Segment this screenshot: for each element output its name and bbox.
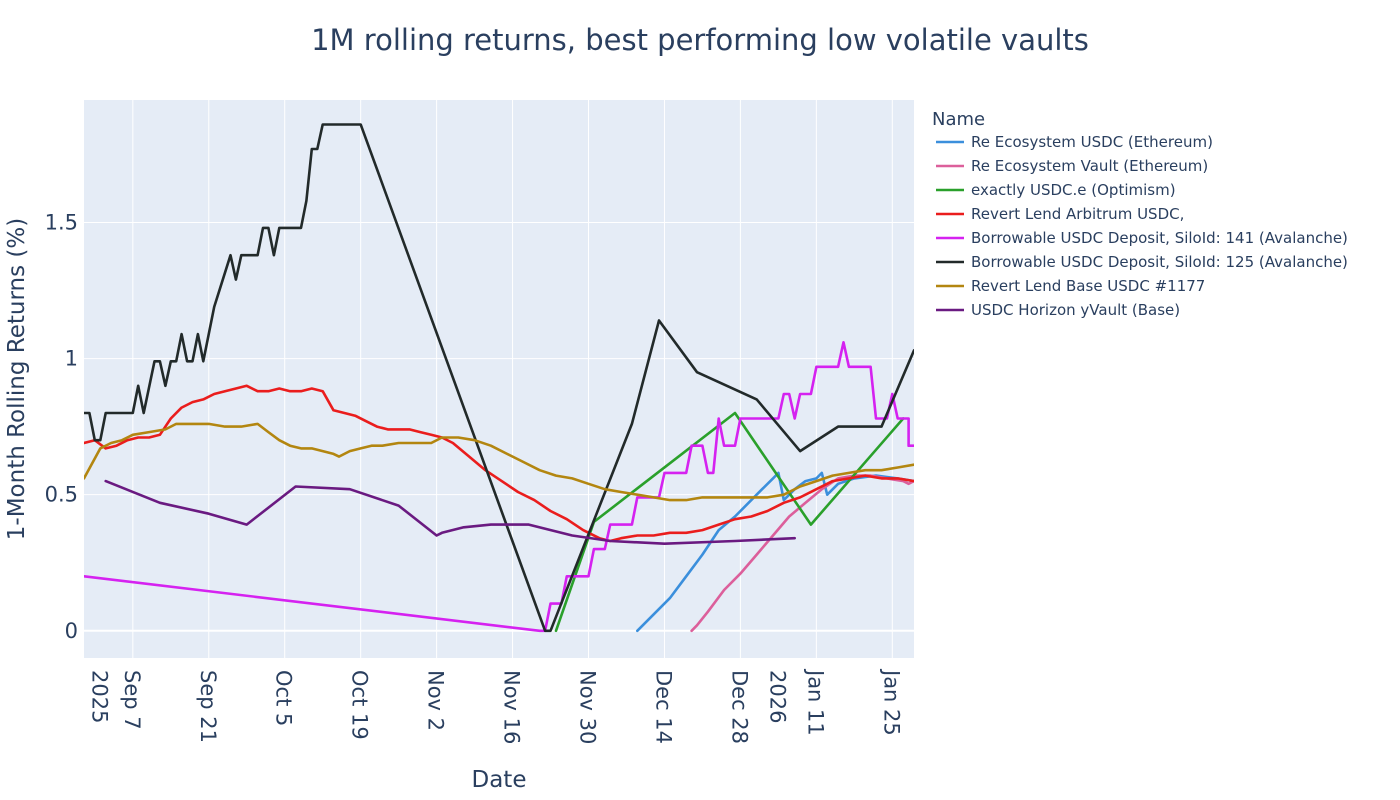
legend-label: Borrowable USDC Deposit, SiloId: 141 (Av…: [971, 229, 1348, 247]
x-axis-title: Date: [472, 767, 527, 793]
x-axis-ticks: 2025 Sep 7 Sep 21 Oct 5 Oct 19 Nov 2 Nov 16 Nov…: [87, 668, 903, 744]
y-axis-ticks: 0 0.5 1 1.5: [45, 210, 78, 642]
series-lines: [84, 123, 914, 633]
y-tick-label: 1.5: [45, 210, 78, 234]
legend-label: USDC Horizon yVault (Base): [971, 301, 1180, 319]
x-tick-label: Oct 19: [348, 670, 372, 740]
legend-title: Name: [932, 109, 985, 130]
legend: Name Re Ecosystem USDC (Ethereum) Re Ecos…: [932, 109, 1348, 319]
legend-item[interactable]: Revert Lend Arbitrum USDC,: [936, 205, 1184, 223]
legend-item[interactable]: Re Ecosystem Vault (Ethereum): [936, 157, 1208, 175]
series-line-5[interactable]: [84, 341, 914, 633]
x-tick-label: Dec 14: [651, 670, 675, 744]
x-tick-label: 2025: [87, 670, 111, 723]
y-tick-label: 1: [65, 347, 78, 371]
legend-label: exactly USDC.e (Optimism): [971, 181, 1176, 199]
x-tick-label: 2026: [765, 670, 789, 723]
legend-label: Re Ecosystem Vault (Ethereum): [971, 157, 1208, 175]
x-tick-label: Dec 28: [727, 670, 751, 744]
series-line-4[interactable]: [84, 384, 914, 543]
x-tick-label: Oct 5: [272, 670, 296, 726]
chart-title: 1M rolling returns, best performing low …: [311, 23, 1089, 57]
series-line-7[interactable]: [84, 422, 914, 502]
x-tick-label: Nov 2: [424, 670, 448, 731]
legend-item[interactable]: exactly USDC.e (Optimism): [936, 181, 1176, 199]
x-tick-label: Sep 7: [120, 670, 144, 730]
plot-area[interactable]: [84, 100, 914, 658]
grid: [84, 100, 914, 658]
legend-item[interactable]: Revert Lend Base USDC #1177: [936, 277, 1205, 295]
x-tick-label: Nov 30: [576, 670, 600, 744]
y-axis-title: 1-Month Rolling Returns (%): [4, 218, 30, 540]
series-line-8[interactable]: [104, 479, 797, 546]
series-line-3[interactable]: [554, 411, 905, 633]
legend-item[interactable]: Borrowable USDC Deposit, SiloId: 141 (Av…: [936, 229, 1348, 247]
legend-label: Re Ecosystem USDC (Ethereum): [971, 133, 1213, 151]
x-tick-label: Jan 25: [879, 668, 903, 736]
series-line-6[interactable]: [84, 123, 914, 633]
x-tick-label: Nov 16: [500, 670, 524, 744]
y-tick-label: 0: [65, 619, 78, 643]
y-tick-label: 0.5: [45, 483, 78, 507]
legend-label: Revert Lend Base USDC #1177: [971, 277, 1205, 295]
x-tick-label: Sep 21: [196, 670, 220, 743]
x-tick-label: Jan 11: [803, 668, 827, 736]
legend-label: Borrowable USDC Deposit, SiloId: 125 (Av…: [971, 253, 1348, 271]
legend-item[interactable]: USDC Horizon yVault (Base): [936, 301, 1180, 319]
legend-label: Revert Lend Arbitrum USDC,: [971, 205, 1184, 223]
legend-item[interactable]: Borrowable USDC Deposit, SiloId: 125 (Av…: [936, 253, 1348, 271]
series-line-1[interactable]: [635, 471, 914, 633]
legend-item[interactable]: Re Ecosystem USDC (Ethereum): [936, 133, 1213, 151]
